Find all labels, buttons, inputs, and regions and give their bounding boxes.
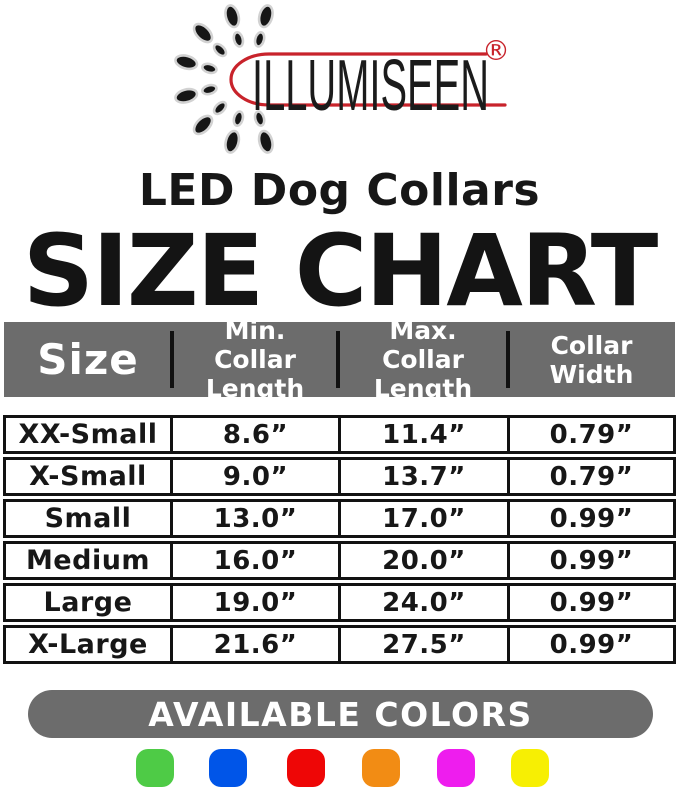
- illumiseen-logo: ILLUMISEEN ®: [174, 4, 510, 154]
- table-row: Large 19.0” 24.0” 0.99”: [3, 583, 676, 622]
- size-label: X-Small: [29, 461, 147, 492]
- color-swatch-blue: [209, 749, 247, 787]
- max-collar-length-value: 24.0”: [338, 586, 507, 619]
- collar-width-value: 0.99”: [507, 586, 673, 619]
- size-label: X-Large: [28, 629, 148, 660]
- column-header-collar-width: Collar Width: [549, 330, 634, 389]
- min-collar-length-value: 8.6”: [170, 418, 338, 451]
- available-colors-banner: AVAILABLE COLORS: [28, 690, 653, 738]
- min-collar-length-value: 19.0”: [170, 586, 338, 619]
- min-collar-length-value: 21.6”: [170, 628, 338, 661]
- column-header-size: Size: [37, 335, 139, 384]
- table-row: Small 13.0” 17.0” 0.99”: [3, 499, 676, 538]
- collar-width-value: 0.79”: [507, 460, 673, 493]
- size-table: XX-Small 8.6” 11.4” 0.79” X-Small 9.0” 1…: [3, 415, 676, 667]
- collar-width-value: 0.79”: [507, 418, 673, 451]
- max-collar-length-value: 11.4”: [338, 418, 507, 451]
- color-swatch-yellow: [511, 749, 549, 787]
- table-header-band: Size Min. Collar Length Max. Collar Leng…: [4, 316, 675, 403]
- header-divider: [170, 331, 174, 388]
- size-label: XX-Small: [18, 419, 158, 450]
- product-subtitle: LED Dog Collars: [138, 165, 541, 216]
- size-label: Large: [43, 587, 133, 618]
- brand-name: ILLUMISEEN: [252, 46, 489, 126]
- color-swatch-red: [287, 749, 325, 787]
- size-label: Medium: [25, 545, 151, 576]
- table-row: XX-Small 8.6” 11.4” 0.79”: [3, 415, 676, 454]
- registered-trademark-icon: ®: [482, 34, 510, 67]
- available-colors-label: AVAILABLE COLORS: [148, 694, 533, 734]
- column-header-max-collar-length: Max. Collar Length: [373, 316, 473, 403]
- max-collar-length-value: 20.0”: [338, 544, 507, 577]
- collar-width-value: 0.99”: [507, 628, 673, 661]
- collar-width-value: 0.99”: [507, 502, 673, 535]
- header-divider: [506, 331, 510, 388]
- max-collar-length-value: 13.7”: [338, 460, 507, 493]
- min-collar-length-value: 16.0”: [170, 544, 338, 577]
- max-collar-length-value: 17.0”: [338, 502, 507, 535]
- table-row: X-Small 9.0” 13.7” 0.79”: [3, 457, 676, 496]
- header-divider: [336, 331, 340, 388]
- color-swatch-orange: [362, 749, 400, 787]
- max-collar-length-value: 27.5”: [338, 628, 507, 661]
- table-row: Medium 16.0” 20.0” 0.99”: [3, 541, 676, 580]
- table-row: X-Large 21.6” 27.5” 0.99”: [3, 625, 676, 664]
- min-collar-length-value: 13.0”: [170, 502, 338, 535]
- size-label: Small: [44, 503, 132, 534]
- collar-width-value: 0.99”: [507, 544, 673, 577]
- page-title: SIZE CHART: [22, 214, 658, 329]
- logo-red-swoosh: [229, 52, 507, 107]
- column-header-min-collar-length: Min. Collar Length: [205, 316, 305, 403]
- min-collar-length-value: 9.0”: [170, 460, 338, 493]
- starburst-icon: [174, 4, 274, 154]
- color-swatch-magenta: [437, 749, 475, 787]
- color-swatch-green: [136, 749, 174, 787]
